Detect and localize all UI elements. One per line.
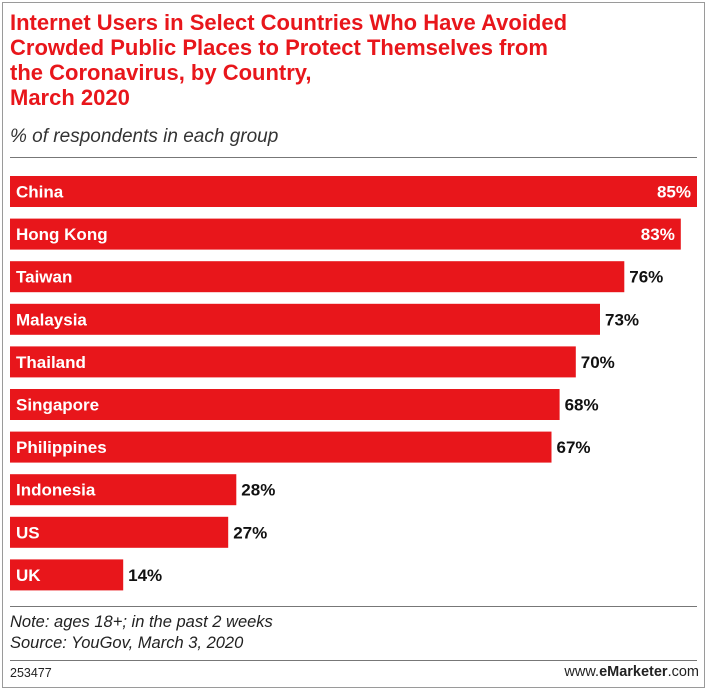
value-label-us: 27% — [233, 523, 267, 542]
title-line-1: Internet Users in Select Countries Who H… — [10, 10, 568, 35]
title-line-3: the Coronavirus, by Country, — [10, 60, 312, 85]
bottom-divider — [10, 606, 697, 607]
category-label-us: US — [16, 523, 40, 542]
bar-taiwan — [10, 261, 625, 293]
value-label-singapore: 68% — [565, 396, 599, 415]
value-label-malaysia: 73% — [605, 310, 639, 329]
value-label-thailand: 70% — [581, 353, 615, 372]
bar-indonesia — [10, 474, 237, 506]
category-label-philippines: Philippines — [16, 438, 107, 457]
category-label-taiwan: Taiwan — [16, 268, 72, 287]
note-text: Note: ages 18+; in the past 2 weeks — [10, 613, 273, 631]
category-label-hong-kong: Hong Kong — [16, 225, 108, 244]
chart-id: 253477 — [10, 666, 52, 680]
category-label-indonesia: Indonesia — [16, 481, 96, 500]
title-line-2: Crowded Public Places to Protect Themsel… — [10, 35, 548, 60]
category-label-malaysia: Malaysia — [16, 310, 87, 329]
bar-uk — [10, 559, 124, 591]
bar-malaysia — [10, 303, 600, 335]
chart-subtitle: % of respondents in each group — [10, 126, 279, 147]
bar-singapore — [10, 389, 560, 420]
brand-suffix: .com — [667, 664, 699, 680]
brand-prefix: www. — [564, 664, 600, 680]
category-label-thailand: Thailand — [16, 353, 86, 372]
value-label-indonesia: 28% — [241, 481, 275, 500]
bar-china — [10, 176, 697, 207]
brand-link[interactable]: www.eMarketer.com — [564, 664, 699, 680]
source-text: Source: YouGov, March 3, 2020 — [10, 634, 244, 652]
chart-title: Internet Users in Select Countries Who H… — [10, 10, 700, 110]
bar-thailand — [10, 346, 576, 378]
bar-philippines — [10, 431, 552, 463]
value-label-taiwan: 76% — [629, 268, 663, 287]
top-divider — [10, 157, 697, 158]
footer-divider — [10, 660, 697, 661]
bar-us — [10, 516, 229, 548]
brand-name: eMarketer — [599, 664, 668, 680]
value-label-china: 85% — [657, 183, 691, 202]
category-label-china: China — [16, 183, 64, 202]
bar-hong-kong — [10, 218, 681, 250]
value-label-philippines: 67% — [557, 438, 591, 457]
category-label-singapore: Singapore — [16, 396, 99, 415]
chart-notes: Note: ages 18+; in the past 2 weeks Sour… — [10, 612, 273, 654]
title-line-4: March 2020 — [10, 85, 130, 110]
value-label-uk: 14% — [128, 566, 162, 585]
value-label-hong-kong: 83% — [641, 225, 675, 244]
category-label-uk: UK — [16, 566, 41, 585]
